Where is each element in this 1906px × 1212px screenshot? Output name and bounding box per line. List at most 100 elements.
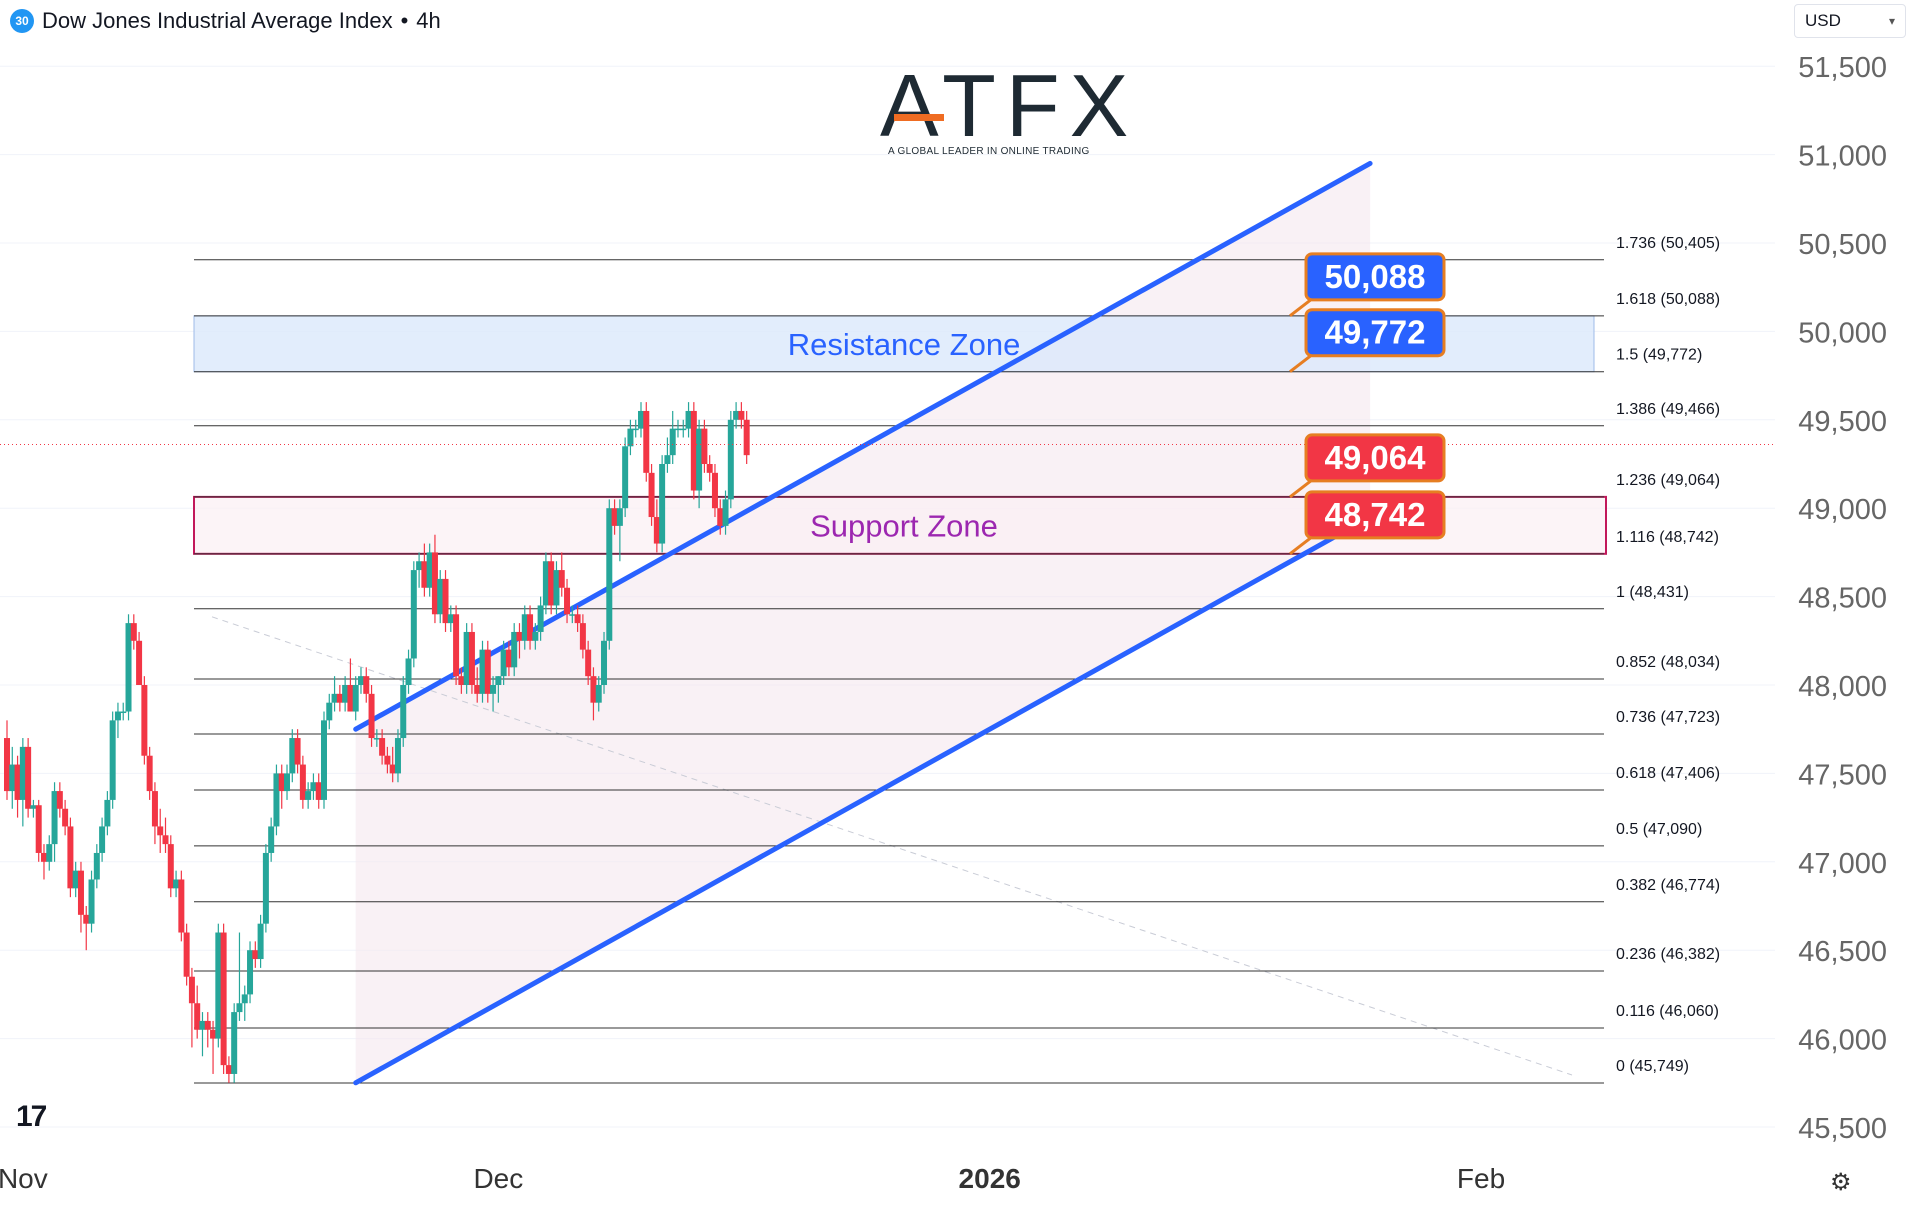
candle-body bbox=[278, 773, 285, 792]
title-separator: • bbox=[400, 8, 409, 33]
y-tick-label: 48,500 bbox=[1798, 583, 1887, 615]
candle-body bbox=[379, 738, 386, 756]
tradingview-logo-icon[interactable]: 17 bbox=[16, 1100, 47, 1133]
candle-body bbox=[685, 410, 692, 429]
candle-body bbox=[585, 649, 592, 677]
candle-body bbox=[532, 631, 539, 641]
candle-body bbox=[373, 738, 380, 740]
y-tick-label: 49,000 bbox=[1798, 494, 1887, 526]
candle-body bbox=[114, 711, 121, 721]
candle-body bbox=[706, 464, 713, 473]
resistance-zone-label: Resistance Zone bbox=[788, 327, 1021, 362]
candle-body bbox=[204, 1020, 211, 1030]
y-tick-label: 51,500 bbox=[1798, 52, 1887, 84]
candle-body bbox=[400, 685, 407, 739]
chevron-down-icon: ▾ bbox=[1888, 14, 1895, 28]
candle-body bbox=[162, 835, 169, 845]
fib-label: 1.736 (50,405) bbox=[1616, 235, 1720, 252]
fib-label: 1.5 (49,772) bbox=[1616, 347, 1702, 364]
candle-body bbox=[62, 808, 69, 827]
fib-label: 1.618 (50,088) bbox=[1616, 291, 1720, 308]
candle-body bbox=[305, 791, 312, 800]
candle-body bbox=[674, 428, 681, 431]
candle-body bbox=[236, 1003, 243, 1013]
candle-body bbox=[442, 578, 449, 624]
candle-body bbox=[458, 676, 465, 685]
candle-body bbox=[294, 738, 301, 765]
candle-body bbox=[19, 746, 26, 800]
timeframe[interactable]: 4h bbox=[416, 8, 441, 33]
candle-body bbox=[46, 844, 53, 862]
candle-body bbox=[215, 932, 222, 1039]
candle-body bbox=[136, 640, 143, 685]
currency-select[interactable]: USD ▾ bbox=[1794, 4, 1906, 38]
symbol-title[interactable]: Dow Jones Industrial Average Index bbox=[42, 8, 393, 33]
candle-body bbox=[601, 640, 608, 685]
channel-shade bbox=[355, 163, 1371, 1083]
candle-body bbox=[474, 685, 481, 694]
candle-body bbox=[257, 923, 264, 960]
y-tick-label: 50,000 bbox=[1798, 317, 1887, 349]
candle-body bbox=[463, 631, 470, 685]
fib-label: 0.5 (47,090) bbox=[1616, 821, 1702, 838]
x-tick-label: Dec bbox=[473, 1163, 523, 1194]
candle-body bbox=[363, 676, 370, 694]
candle-body bbox=[88, 879, 95, 924]
candle-body bbox=[733, 410, 740, 420]
candle-body bbox=[516, 631, 523, 641]
candle-body bbox=[342, 685, 349, 703]
price-badge-label: 48,742 bbox=[1325, 496, 1426, 533]
gear-icon[interactable]: ⚙ bbox=[1830, 1169, 1852, 1196]
candle-body bbox=[527, 614, 534, 641]
candle-body bbox=[648, 472, 655, 518]
candle-body bbox=[331, 693, 338, 703]
y-tick-label: 50,500 bbox=[1798, 229, 1887, 261]
y-tick-label: 49,500 bbox=[1798, 406, 1887, 438]
candle-body bbox=[109, 720, 116, 800]
candle-body bbox=[590, 676, 597, 703]
candle-body bbox=[616, 508, 623, 526]
fib-label: 0.852 (48,034) bbox=[1616, 654, 1720, 671]
candle-body bbox=[352, 685, 359, 712]
candle-body bbox=[484, 649, 491, 694]
candle-body bbox=[178, 879, 185, 933]
fib-label: 1.116 (48,742) bbox=[1616, 529, 1719, 546]
y-tick-label: 47,000 bbox=[1798, 848, 1887, 880]
candle-body bbox=[416, 561, 423, 571]
x-tick-label: Nov bbox=[0, 1163, 48, 1194]
candle-body bbox=[347, 685, 354, 712]
candle-body bbox=[77, 870, 84, 915]
candle-body bbox=[194, 1003, 201, 1030]
candle-body bbox=[72, 870, 79, 889]
candle-body bbox=[495, 676, 502, 685]
y-tick-label: 47,500 bbox=[1798, 759, 1887, 791]
candle-body bbox=[35, 805, 42, 853]
price-badge bbox=[1304, 252, 1446, 302]
logo-word: ATFX bbox=[880, 56, 1139, 155]
candle-body bbox=[717, 508, 724, 526]
candle-body bbox=[125, 623, 132, 712]
candle-body bbox=[130, 623, 137, 641]
candle-body bbox=[405, 658, 412, 685]
candle-body bbox=[4, 738, 10, 792]
candle-body bbox=[173, 879, 180, 889]
symbol-badge[interactable]: 30 bbox=[10, 9, 34, 33]
candle-body bbox=[151, 791, 158, 827]
candle-body bbox=[368, 693, 375, 739]
candle-body bbox=[141, 685, 148, 756]
candle-body bbox=[558, 570, 565, 588]
price-badge-label: 49,064 bbox=[1325, 439, 1427, 476]
y-tick-label: 46,000 bbox=[1798, 1025, 1887, 1057]
candle-body bbox=[701, 428, 708, 464]
candle-body bbox=[273, 773, 280, 827]
candle-body bbox=[643, 410, 650, 473]
candle-body bbox=[564, 587, 571, 615]
candle-body bbox=[431, 552, 438, 615]
candle-body bbox=[622, 446, 629, 509]
candle-body bbox=[188, 976, 195, 1004]
candle-body bbox=[394, 738, 401, 774]
candle-body bbox=[574, 614, 581, 624]
candle-body bbox=[146, 755, 153, 792]
fib-label: 0.236 (46,382) bbox=[1616, 946, 1720, 963]
